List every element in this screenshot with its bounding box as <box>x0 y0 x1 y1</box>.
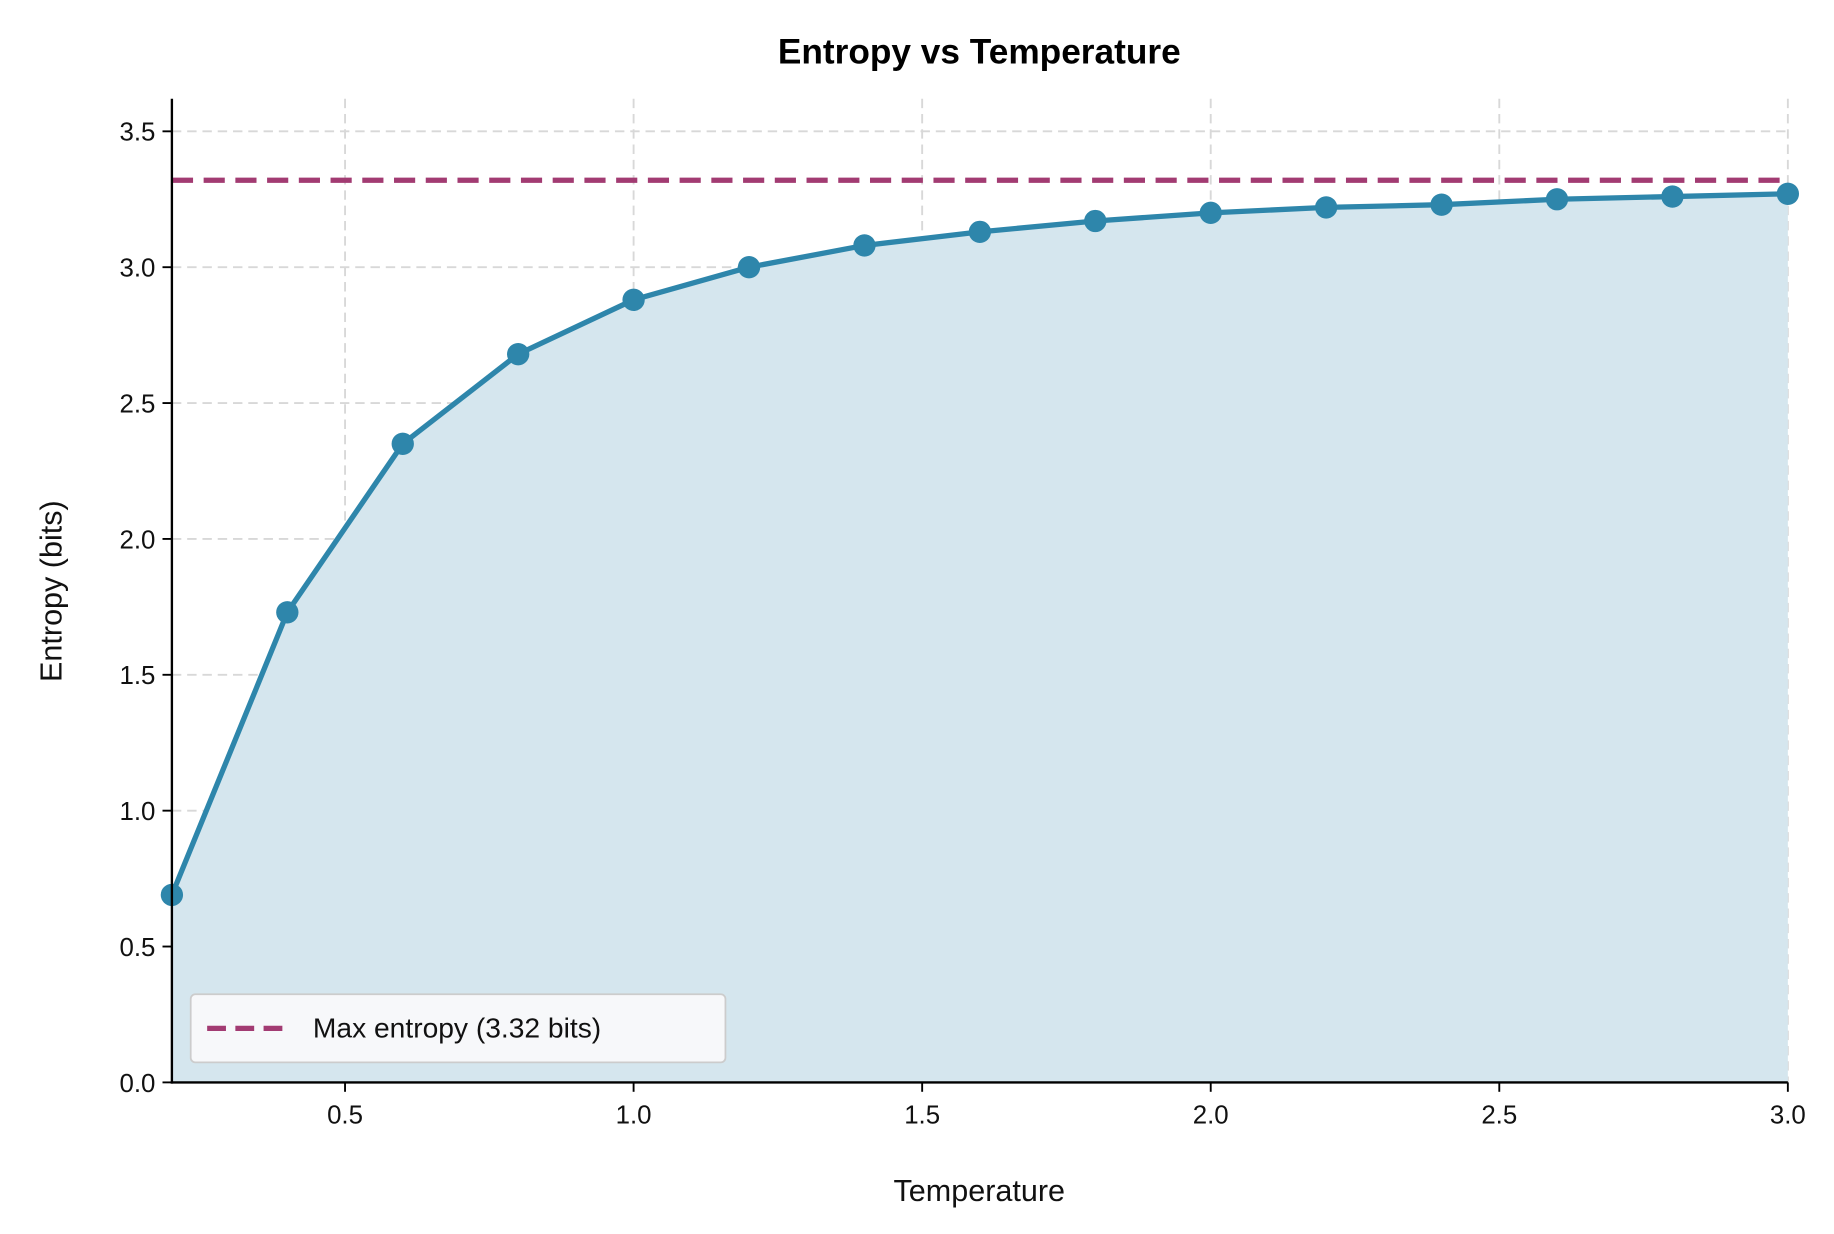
data-point <box>391 432 414 455</box>
data-point <box>1545 188 1569 211</box>
data-point <box>853 234 876 257</box>
x-tick-label: 2.5 <box>1481 1102 1517 1130</box>
y-tick-label: 0.5 <box>120 934 156 962</box>
x-tick-label: 3.0 <box>1770 1102 1806 1130</box>
y-tick-label: 3.0 <box>120 255 156 283</box>
y-tick-label: 1.0 <box>120 798 156 826</box>
data-point <box>1084 209 1107 233</box>
data-point <box>1430 193 1453 216</box>
x-tick-label: 0.5 <box>327 1102 363 1130</box>
y-tick-label: 2.0 <box>120 526 156 554</box>
x-axis-label: Temperature <box>894 1174 1065 1208</box>
y-tick-label: 1.5 <box>120 662 156 690</box>
x-tick-label: 2.0 <box>1193 1102 1229 1130</box>
chart-title: Entropy vs Temperature <box>778 32 1181 71</box>
data-point <box>622 288 645 311</box>
x-tick-label: 1.0 <box>616 1102 652 1130</box>
data-point <box>1661 185 1684 208</box>
legend: Max entropy (3.32 bits) <box>189 993 727 1064</box>
y-axis-label: Entropy (bits) <box>34 500 68 682</box>
x-tick-label: 1.5 <box>904 1102 940 1130</box>
data-point <box>1314 196 1338 219</box>
legend-box <box>189 993 727 1064</box>
y-ticks: 0.0 0.5 1.0 1.5 2.0 2.5 3.0 3.5 <box>120 119 172 1098</box>
x-ticks: 0.5 1.0 1.5 2.0 2.5 3.0 <box>327 1082 1806 1130</box>
data-point <box>276 601 299 624</box>
data-point <box>737 256 761 279</box>
data-point <box>1776 182 1800 205</box>
data-point <box>507 342 530 366</box>
y-tick-label: 0.0 <box>120 1070 156 1098</box>
y-tick-label: 2.5 <box>120 390 156 418</box>
y-tick-label: 3.5 <box>120 119 156 147</box>
data-points <box>160 182 1800 907</box>
data-point <box>968 220 992 244</box>
area-fill <box>171 193 1788 1083</box>
data-point <box>1199 201 1222 225</box>
legend-label: Max entropy (3.32 bits) <box>313 1012 601 1044</box>
